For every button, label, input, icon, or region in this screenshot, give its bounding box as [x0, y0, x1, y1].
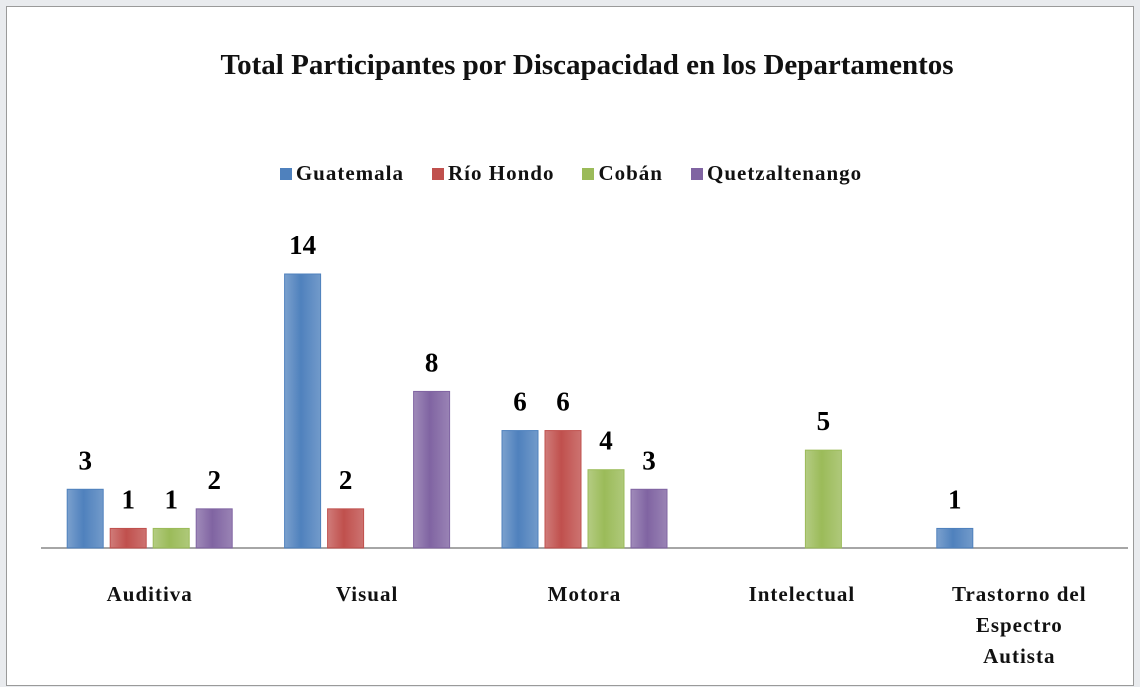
data-label: 6	[513, 387, 527, 417]
bar	[804, 449, 842, 549]
chart: Total Participantes por Discapacidad en …	[6, 6, 1134, 686]
data-label: 3	[78, 445, 92, 475]
legend-item: Cobán	[582, 161, 663, 186]
legend-swatch	[582, 167, 595, 180]
legend-swatch	[690, 167, 703, 180]
legend: Guatemala Río Hondo Cobán Quetzaltenango	[7, 161, 1135, 186]
data-label: 5	[817, 406, 831, 436]
legend-item: Guatemala	[279, 161, 404, 186]
bar	[630, 488, 668, 549]
data-label: 1	[121, 484, 135, 514]
data-label: 2	[339, 465, 353, 495]
data-label: 14	[289, 230, 316, 260]
data-label: 1	[164, 484, 178, 514]
legend-label: Cobán	[598, 161, 663, 185]
bar	[284, 273, 322, 549]
data-label: 2	[207, 465, 221, 495]
x-tick-label: Motora	[547, 582, 622, 606]
bar	[936, 527, 974, 549]
data-label: 1	[948, 484, 962, 514]
legend-swatch	[279, 167, 292, 180]
data-label: 4	[599, 426, 613, 456]
legend-label: Guatemala	[295, 161, 404, 185]
chart-title: Total Participantes por Discapacidad en …	[220, 49, 954, 81]
bar	[109, 527, 147, 549]
x-tick-label: Trastorno del Espectro Autista	[952, 582, 1087, 668]
legend-label: Río Hondo	[448, 161, 555, 185]
bar	[544, 430, 582, 549]
legend-label: Quetzaltenango	[706, 161, 863, 185]
bar	[195, 508, 233, 549]
x-tick-label: Visual	[335, 582, 399, 606]
bar	[501, 430, 539, 549]
legend-item: Quetzaltenango	[690, 161, 863, 186]
x-tick-label: Auditiva	[106, 582, 193, 606]
data-label: 6	[556, 387, 570, 417]
bar	[152, 527, 190, 549]
bar	[327, 508, 365, 549]
data-label: 8	[425, 347, 439, 377]
bar	[413, 390, 451, 549]
legend-swatch	[432, 167, 444, 180]
bar	[66, 488, 104, 549]
legend-item: Río Hondo	[432, 161, 554, 186]
x-tick-label: Intelectual	[748, 582, 856, 606]
bar	[587, 469, 625, 549]
data-label: 3	[642, 445, 656, 475]
